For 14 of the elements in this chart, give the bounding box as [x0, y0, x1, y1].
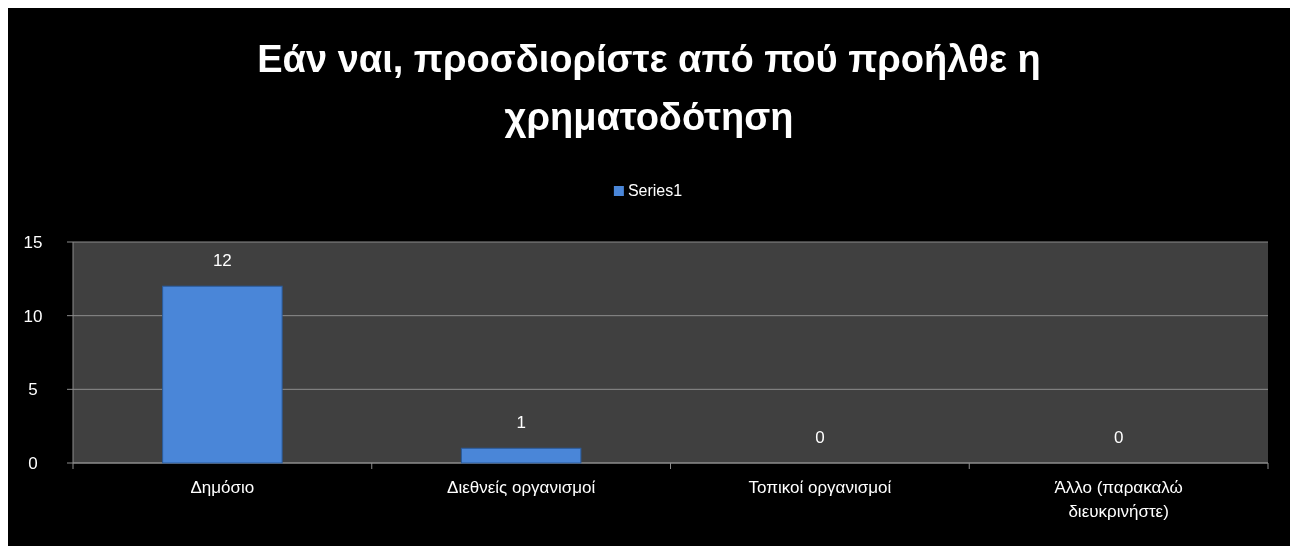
- data-label: 0: [1113, 428, 1124, 447]
- data-label: 1: [516, 413, 526, 433]
- y-tick-label: 0: [28, 453, 38, 473]
- x-tick-label: Τοπικοί οργανισμοί: [748, 478, 892, 497]
- y-tick-label: 5: [28, 380, 38, 400]
- legend-label: Series1: [627, 182, 683, 199]
- y-tick-label: 15: [23, 232, 43, 252]
- x-tick-label: Άλλο (παρακαλώ διευκρινήστε): [1054, 478, 1183, 521]
- data-label: 0: [815, 428, 825, 447]
- x-tick-label: Διεθνείς οργανισμοί: [447, 478, 596, 497]
- x-tick-label: Δημόσιο: [190, 478, 255, 497]
- chart-title: Εάν ναι, προσδιορίστε από πού προήλθε η χρηματοδότηση: [257, 38, 1041, 138]
- data-label: 12: [212, 251, 232, 271]
- y-tick-label: 10: [23, 306, 43, 326]
